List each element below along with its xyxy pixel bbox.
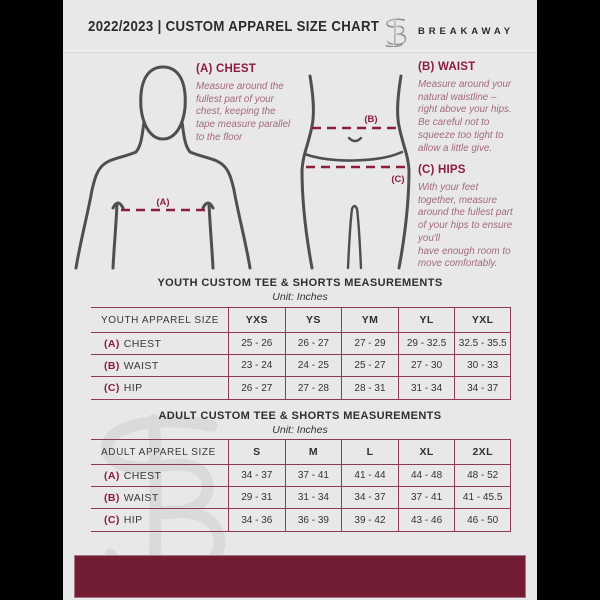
footer-accent-bar <box>74 555 526 598</box>
table-cell: 37 - 41 <box>284 465 342 487</box>
table-cell: 27 - 28 <box>284 377 342 399</box>
table-cell: 34 - 37 <box>228 465 285 487</box>
chest-heading: (A) CHEST <box>196 63 256 75</box>
youth-table-unit: Unit: Inches <box>272 291 328 303</box>
chest-guide-section: (A) CHEST Measure around the fullest par… <box>196 63 314 145</box>
adult-table-title: ADULT CUSTOM TEE & SHORTS MEASUREMENTS <box>158 410 442 422</box>
table-cell: 28 - 31 <box>341 377 398 399</box>
table-cell: 44 - 48 <box>397 465 455 487</box>
chest-figure-diagram: (A) <box>74 65 252 270</box>
hips-marker-label: (C) <box>391 174 404 185</box>
table-cell: 34 - 36 <box>228 509 285 531</box>
table-cell: 29 - 31 <box>228 487 285 509</box>
youth-table-title: YOUTH CUSTOM TEE & SHORTS MEASUREMENTS <box>157 277 443 289</box>
page-title: 2022/2023 | CUSTOM APPAREL SIZE CHART <box>88 18 380 35</box>
youth-col-yxs: YXS <box>228 308 285 333</box>
youth-size-table: YOUTH APPAREL SIZE YXS YS YM YL YXL (A) C… <box>91 307 511 400</box>
table-cell: 23 - 24 <box>228 355 285 377</box>
brand-name: BREAKAWAY <box>418 26 514 37</box>
table-cell: 46 - 50 <box>454 509 511 531</box>
adult-table-unit: Unit: Inches <box>272 424 328 436</box>
table-cell: 41 - 44 <box>341 465 398 487</box>
table-cell: 32.5 - 35.5 <box>454 333 511 355</box>
youth-waist-row-label: (B) WAIST <box>91 355 228 377</box>
table-cell: 27 - 30 <box>397 355 455 377</box>
table-cell: 43 - 46 <box>397 509 455 531</box>
adult-col-xl: XL <box>397 440 455 465</box>
hips-guide-section: (C) HIPS With your feet together, measur… <box>418 164 532 271</box>
table-cell: 24 - 25 <box>284 355 342 377</box>
table-cell: 25 - 27 <box>341 355 398 377</box>
waist-instructions: Measure around your natural waistline – … <box>418 79 512 154</box>
waist-heading: (B) WAIST <box>418 61 476 73</box>
table-cell: 25 - 26 <box>228 333 285 355</box>
youth-header-size-label: YOUTH APPAREL SIZE <box>91 308 228 333</box>
table-cell: 26 - 27 <box>284 333 342 355</box>
waist-marker-label: (B) <box>364 114 377 125</box>
hips-instructions: With your feet together, measure around … <box>418 182 513 270</box>
table-cell: 41 - 45.5 <box>454 487 511 509</box>
document-page: 2022/2023 | CUSTOM APPAREL SIZE CHART BR… <box>63 0 537 600</box>
adult-hip-row-label: (C) HIP <box>104 514 143 526</box>
table-cell: 48 - 52 <box>454 465 511 487</box>
table-cell: 34 - 37 <box>341 487 398 509</box>
table-cell: 36 - 39 <box>284 509 342 531</box>
chest-instructions: Measure around the fullest part of your … <box>196 81 291 143</box>
table-cell: 29 - 32.5 <box>397 333 455 355</box>
waist-guide-section: (B) WAIST Measure around your natural wa… <box>418 61 530 155</box>
youth-col-ys: YS <box>284 308 342 333</box>
hips-heading: (C) HIPS <box>418 164 466 176</box>
table-cell: 34 - 37 <box>454 377 511 399</box>
breakaway-b-logo-icon <box>385 18 407 47</box>
table-cell: 26 - 27 <box>228 377 285 399</box>
adult-size-table: ADULT APPAREL SIZE S M L XL 2XL (A) CHEST… <box>91 439 511 532</box>
adult-col-l: L <box>341 440 398 465</box>
youth-chest-row-label: (A) CHEST <box>91 333 228 355</box>
adult-col-m: M <box>284 440 342 465</box>
adult-col-s: S <box>228 440 285 465</box>
table-cell: 30 - 33 <box>454 355 511 377</box>
table-cell: 31 - 34 <box>284 487 342 509</box>
table-cell: 31 - 34 <box>397 377 455 399</box>
table-cell: 37 - 41 <box>397 487 455 509</box>
header-divider <box>63 50 537 53</box>
youth-col-ym: YM <box>341 308 398 333</box>
adult-chest-row-label: (A) CHEST <box>91 465 228 487</box>
chest-marker-label: (A) <box>156 197 169 208</box>
waist-hips-figure-diagram: (B) (C) <box>300 74 411 270</box>
youth-hip-row-label: (C) HIP <box>104 382 143 394</box>
youth-col-yl: YL <box>397 308 455 333</box>
table-cell: 27 - 29 <box>341 333 398 355</box>
table-cell: 39 - 42 <box>341 509 398 531</box>
adult-col-2xl: 2XL <box>454 440 511 465</box>
adult-header-size-label: ADULT APPAREL SIZE <box>91 440 228 465</box>
youth-col-yxl: YXL <box>454 308 511 333</box>
adult-waist-row-label: (B) WAIST <box>91 487 228 509</box>
